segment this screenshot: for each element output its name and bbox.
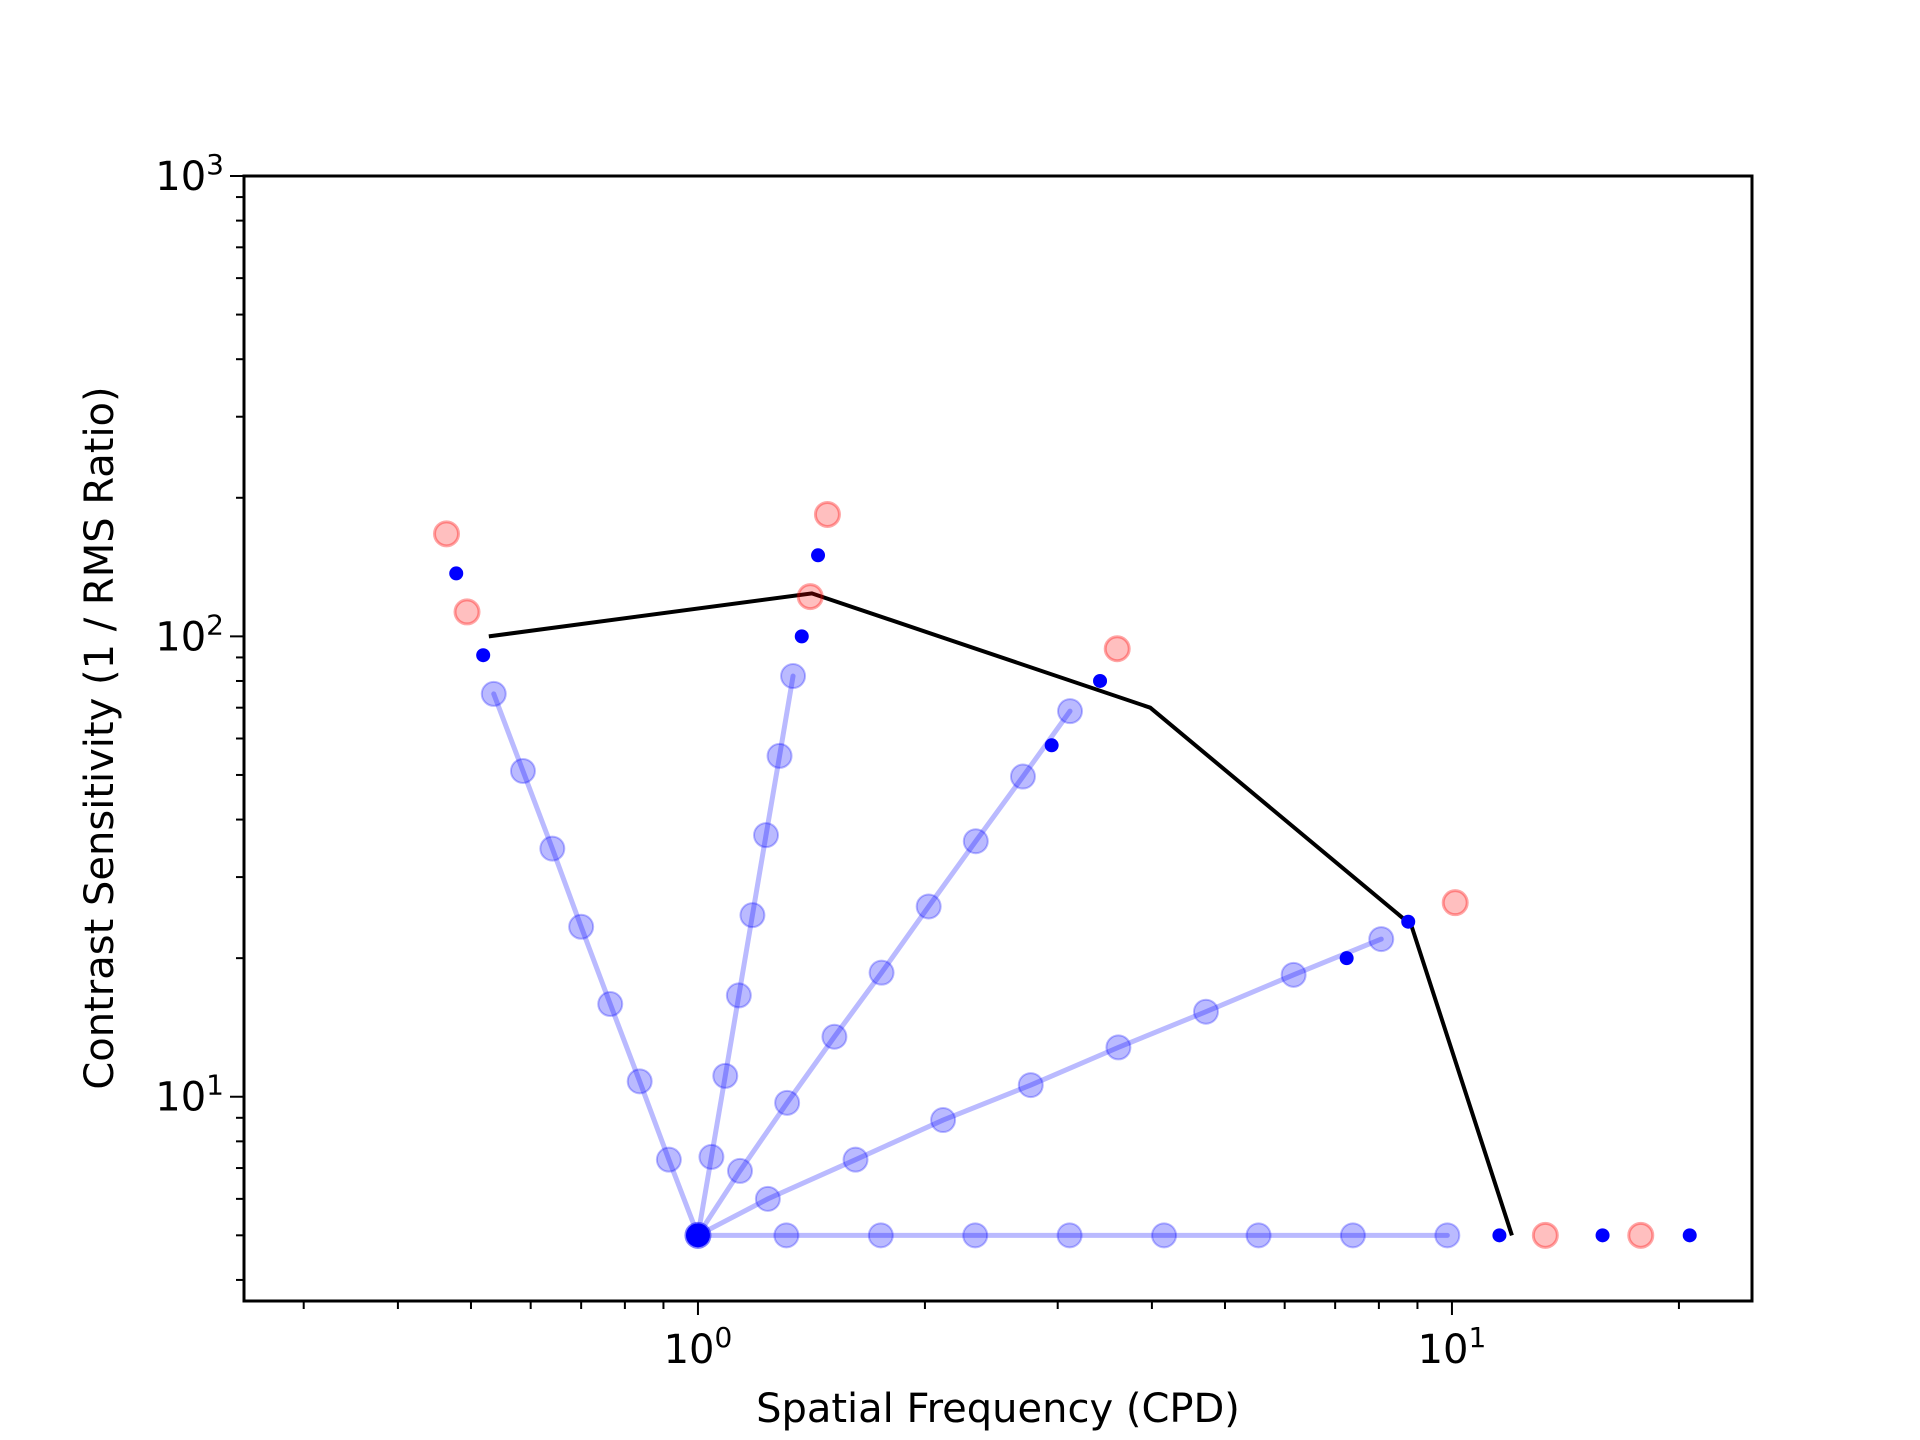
accepted-point	[794, 629, 809, 644]
accepted-point	[1044, 738, 1059, 753]
accepted-point	[1093, 673, 1108, 688]
axis-ticks: 100 101 101 102 103	[155, 148, 1680, 1373]
ray-point	[962, 1222, 989, 1249]
ray-point	[725, 982, 752, 1009]
ray-point	[766, 742, 793, 769]
ray-point	[1280, 961, 1307, 988]
ray-point	[1057, 698, 1084, 725]
ray-point	[1434, 1222, 1461, 1249]
ray-line-2	[695, 673, 796, 1238]
ray-point	[1009, 763, 1036, 790]
accepted-point	[1682, 1228, 1697, 1243]
y-axis-label: Contrast Sensitivity (1 / RMS Ratio)	[77, 386, 123, 1089]
ray-point	[568, 913, 595, 940]
ray-point	[1192, 998, 1219, 1025]
ray-point	[726, 1157, 753, 1184]
ray-point	[626, 1068, 653, 1095]
ray-line-4	[695, 936, 1384, 1238]
y-tick-label: 103	[155, 148, 224, 200]
ray-point	[774, 1089, 801, 1116]
ray-point	[773, 1222, 800, 1249]
ray-point	[753, 822, 780, 849]
accepted-point	[1339, 951, 1354, 966]
ray-point	[915, 893, 942, 920]
ray-point	[1151, 1222, 1178, 1249]
rejected-point	[1103, 635, 1131, 663]
ray-line-3	[695, 708, 1073, 1238]
x-axis-label: Spatial Frequency (CPD)	[756, 1386, 1240, 1432]
ray-point	[655, 1146, 682, 1173]
rejected-point	[453, 598, 481, 626]
ray-point	[698, 1143, 725, 1170]
ray-point	[1368, 926, 1395, 953]
ray-line-1	[491, 691, 701, 1238]
ray-point	[868, 959, 895, 986]
ray-point	[1105, 1034, 1132, 1061]
ray-point	[842, 1146, 869, 1173]
ray-point	[930, 1107, 957, 1134]
accepted-point	[1492, 1228, 1507, 1243]
origin-point	[684, 1221, 712, 1249]
ray-point	[712, 1062, 739, 1089]
rejected-point	[433, 520, 461, 548]
rejected-point	[1441, 889, 1469, 917]
accepted-point	[1401, 914, 1416, 929]
ray-point	[780, 663, 807, 690]
ray-point	[1245, 1222, 1272, 1249]
ray-point	[754, 1185, 781, 1212]
x-tick-label: 100	[664, 1321, 733, 1373]
rejected-point	[1627, 1221, 1655, 1249]
ray-point	[597, 991, 624, 1018]
accepted-point	[476, 648, 491, 663]
ray-point	[867, 1222, 894, 1249]
y-tick-label: 102	[155, 608, 224, 660]
x-tick-label: 101	[1418, 1321, 1487, 1373]
rejected-point	[796, 583, 824, 611]
accepted-point	[449, 566, 464, 581]
ray-point	[821, 1023, 848, 1050]
rejected-point	[813, 500, 841, 528]
accepted-point	[811, 548, 826, 563]
y-tick-label: 101	[155, 1069, 224, 1121]
ray-point	[1056, 1222, 1083, 1249]
rejected-point	[1531, 1221, 1559, 1249]
ray-point	[1017, 1072, 1044, 1099]
threshold-curve	[488, 591, 1514, 1236]
ray-point	[739, 902, 766, 929]
ray-point	[962, 828, 989, 855]
ray-point	[539, 835, 566, 862]
accepted-point	[1595, 1228, 1610, 1243]
ray-point	[1339, 1222, 1366, 1249]
ray-point	[509, 757, 536, 784]
ray-point	[480, 680, 507, 707]
plot-area	[433, 500, 1697, 1249]
